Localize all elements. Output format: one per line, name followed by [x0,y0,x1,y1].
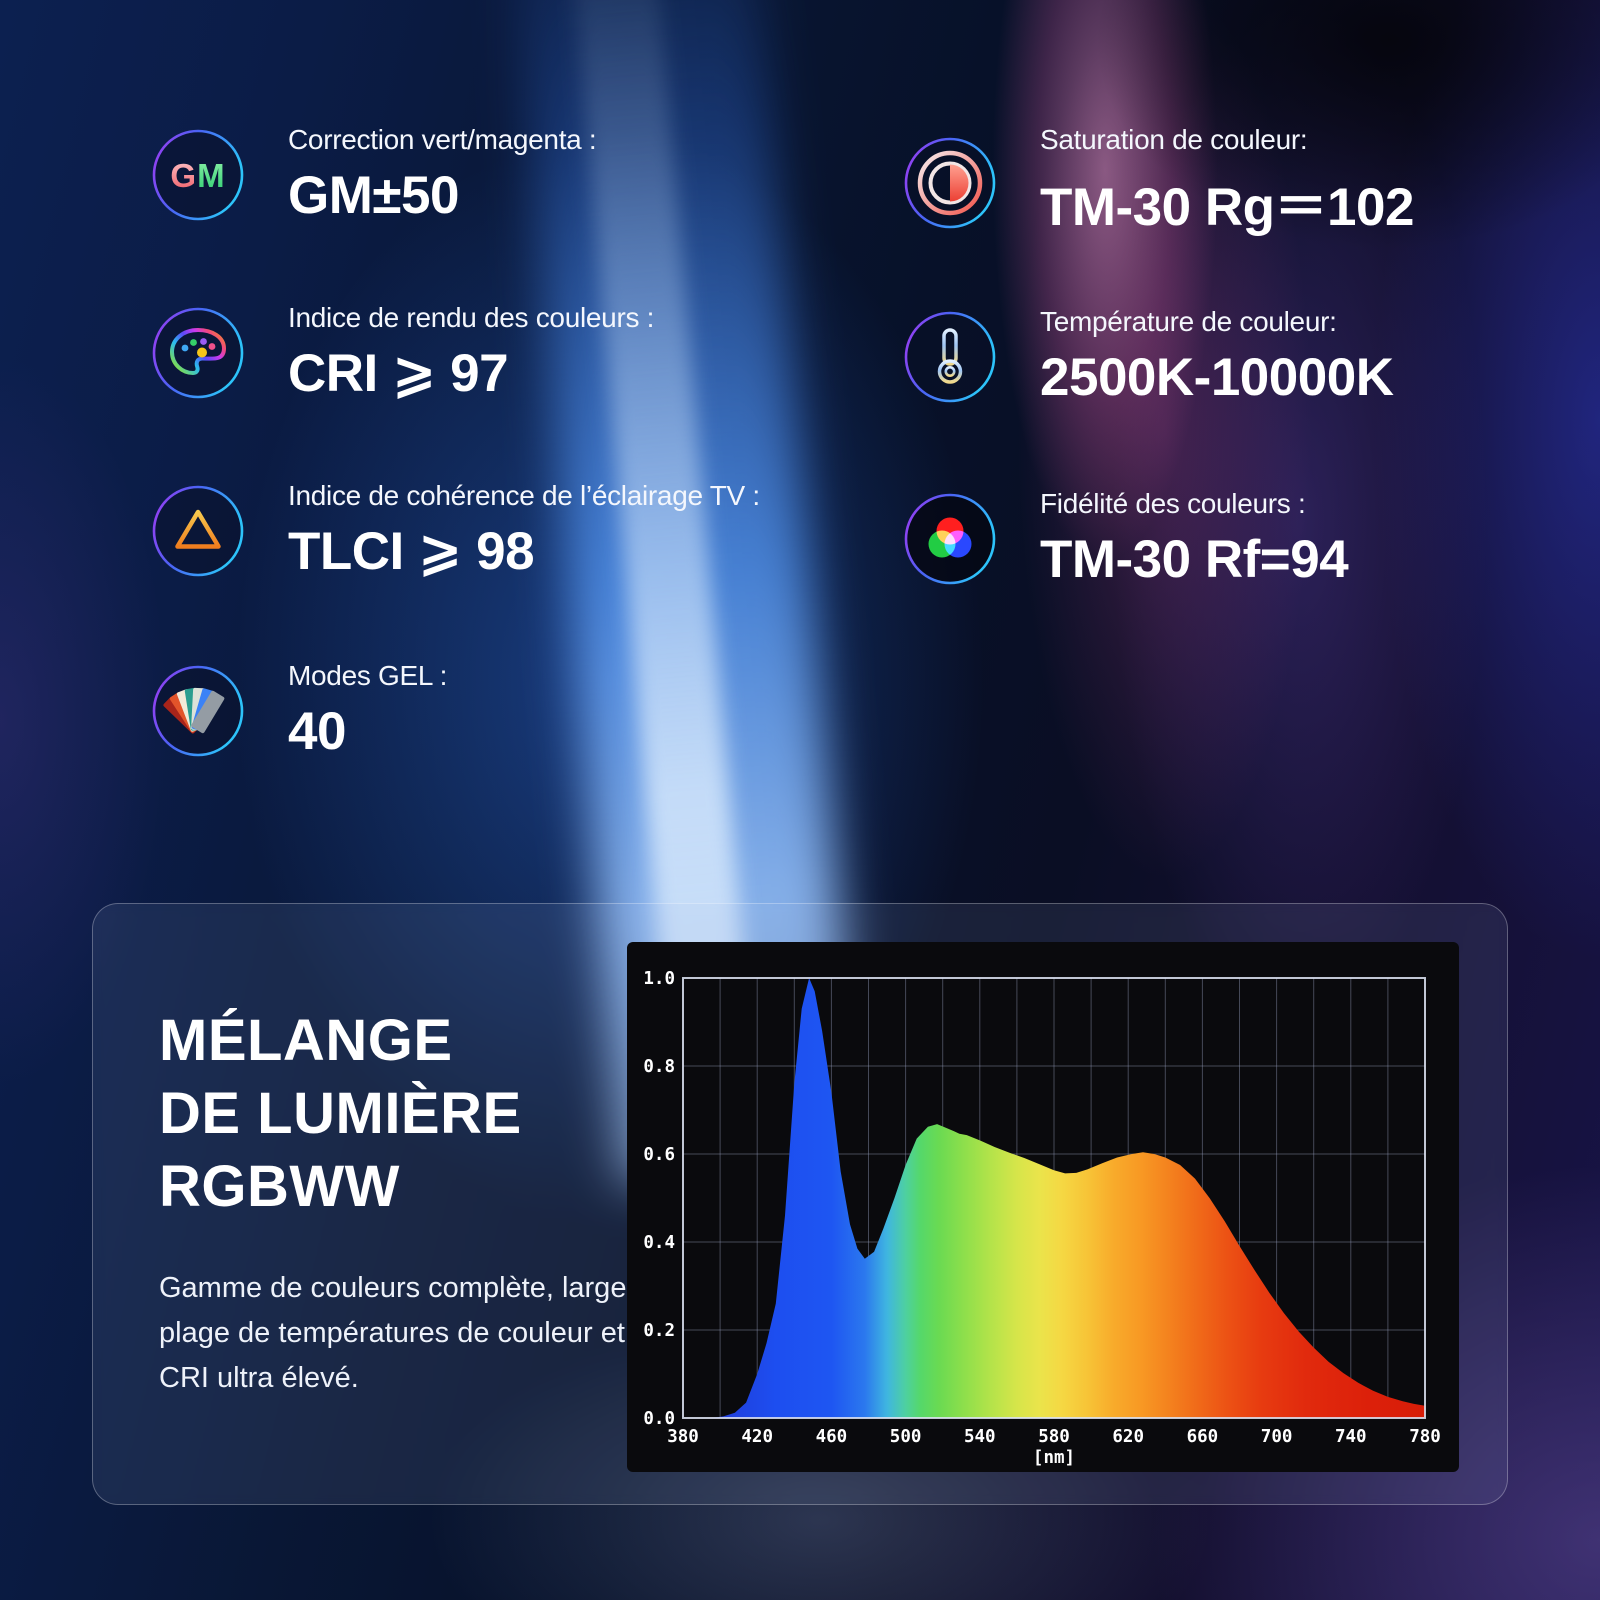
svg-text:780: 780 [1409,1427,1441,1447]
spectrum-chart-panel: 0.0 0.2 0.4 0.6 0.8 1.0 380 420 460 500 540 580 620 6… [627,942,1459,1472]
svg-text:500: 500 [890,1427,922,1447]
svg-text:0.0: 0.0 [643,1409,675,1429]
spec-row-saturation: Saturation de couleur: TM-30 Rg＝102 [904,124,1414,241]
card-title-line-3: RGBWW [159,1154,400,1220]
spec-label: Fidélité des couleurs : [1040,488,1306,519]
spec-text: Saturation de couleur: TM-30 Rg＝102 [1040,124,1414,241]
spec-value: 2500K-10000K [1040,348,1394,407]
spec-text: Fidélité des couleurs : TM-30 Rf=94 [1040,488,1349,590]
color-rendering-icon [152,307,244,399]
color-temperature-icon [904,311,996,403]
svg-text:380: 380 [667,1427,699,1447]
card-description-line-2: plage de températures de couleur et [159,1316,625,1349]
svg-text:0.8: 0.8 [643,1057,675,1077]
svg-text:0.2: 0.2 [643,1321,675,1341]
svg-text:0.6: 0.6 [643,1145,675,1165]
spec-row-tlci: Indice de cohérence de l’éclairage TV : … [152,480,760,582]
spec-value: GM±50 [288,166,459,225]
saturation-icon [904,137,996,228]
spec-label: Température de couleur: [1040,306,1337,337]
spectrum-chart: 0.0 0.2 0.4 0.6 0.8 1.0 380 420 460 500 540 580 620 6… [643,969,1441,1468]
card-title-line-1: MÉLANGE [159,1008,453,1073]
spec-text: Indice de rendu des couleurs : CRI ⩾ 97 [288,302,654,404]
svg-text:580: 580 [1038,1427,1070,1447]
spec-row-gm-correction: GM Correction vert/magenta : GM±50 [152,124,597,226]
spec-value: TM-30 Rg＝102 [1040,178,1414,237]
svg-text:660: 660 [1187,1427,1219,1447]
spec-row-color-fidelity: Fidélité des couleurs : TM-30 Rf=94 [904,488,1349,590]
svg-text:1.0: 1.0 [643,969,675,989]
spec-value: 40 [288,702,346,761]
spec-row-cri: Indice de rendu des couleurs : CRI ⩾ 97 [152,302,654,404]
svg-text:0.4: 0.4 [643,1233,675,1253]
svg-text:[nm]: [nm] [1033,1448,1075,1468]
color-fidelity-icon [904,493,996,585]
svg-text:460: 460 [816,1427,848,1447]
svg-text:420: 420 [741,1427,773,1447]
svg-text:740: 740 [1335,1427,1367,1447]
card-description: Gamme de couleurs complète, large plage … [159,1266,626,1401]
spec-value: TM-30 Rf=94 [1040,530,1349,589]
spec-text: Indice de cohérence de l’éclairage TV : … [288,480,760,582]
card-title: MÉLANGE DE LUMIÈRE RGBWW [159,1004,522,1223]
spec-row-color-temperature: Température de couleur: 2500K-10000K [904,306,1394,408]
spec-text: Température de couleur: 2500K-10000K [1040,306,1394,408]
card-description-line-3: CRI ultra élevé. [159,1361,359,1394]
spec-text: Correction vert/magenta : GM±50 [288,124,597,226]
svg-text:620: 620 [1112,1427,1144,1447]
spec-value: TLCI ⩾ 98 [288,522,535,581]
svg-text:700: 700 [1261,1427,1293,1447]
spec-value: CRI ⩾ 97 [288,344,509,403]
spec-row-gel-modes: Modes GEL : 40 [152,660,447,762]
card-title-line-2: DE LUMIÈRE [159,1081,522,1147]
rgbww-feature-card: MÉLANGE DE LUMIÈRE RGBWW Gamme de couleu… [92,903,1508,1505]
card-description-line-1: Gamme de couleurs complète, large [159,1272,627,1304]
spec-text: Modes GEL : 40 [288,660,447,762]
svg-text:GM: GM [170,157,225,194]
spec-label: Correction vert/magenta : [288,124,597,155]
gm-correction-icon: GM [152,129,244,221]
gel-modes-icon [152,665,244,757]
spec-label: Saturation de couleur: [1040,124,1308,155]
spec-label: Indice de cohérence de l’éclairage TV : [288,480,760,511]
spec-label: Modes GEL : [288,660,448,691]
tlci-icon [152,485,244,577]
spec-label: Indice de rendu des couleurs : [288,302,655,333]
svg-text:540: 540 [964,1427,996,1447]
